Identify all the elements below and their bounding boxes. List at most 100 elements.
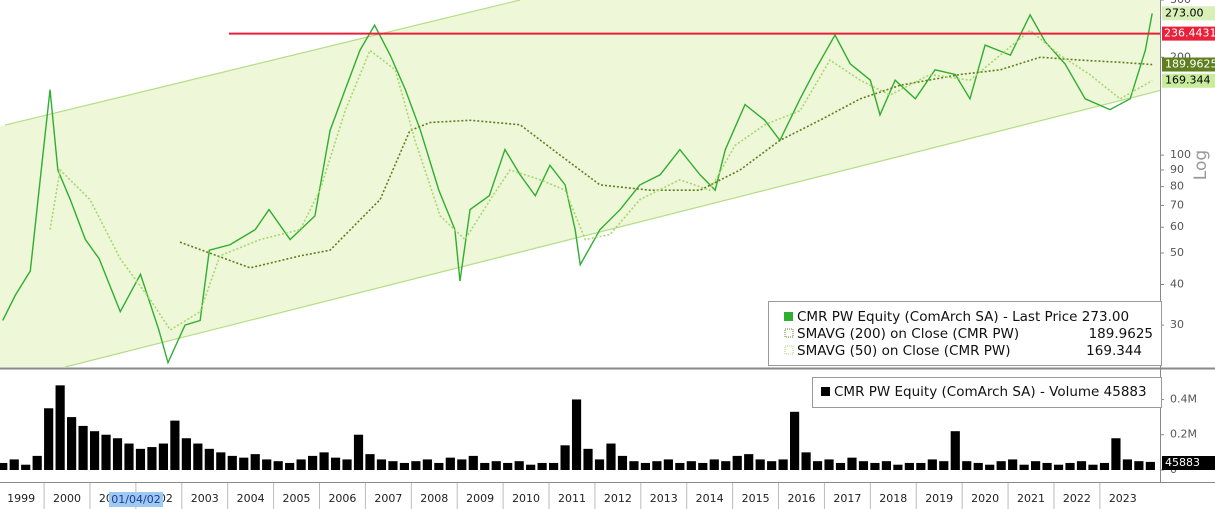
legend-name: CMR PW Equity (ComArch SA) - Last Price [797, 309, 1078, 325]
volume-bar [158, 443, 169, 470]
x-tick-label: 2008 [420, 492, 448, 505]
x-tick-label: 2023 [1109, 492, 1137, 505]
volume-bar [686, 461, 696, 470]
volume-bar [767, 461, 777, 470]
volume-bar [308, 455, 318, 470]
legend-box [768, 301, 1162, 366]
channel-line [65, 89, 1160, 367]
volume-y-tick-label: 0.2M [1170, 428, 1197, 441]
volume-bar [721, 461, 731, 470]
x-tick-label: 2019 [925, 492, 953, 505]
volume-bar [1111, 438, 1121, 470]
volume-bar [881, 461, 892, 470]
volume-bar [101, 434, 111, 470]
x-tick-label: 2017 [833, 492, 861, 505]
moving-average-line [49, 29, 1153, 331]
volume-bar [560, 445, 570, 470]
volume-bar [1065, 462, 1075, 470]
volume-bar [0, 462, 8, 470]
hline-flag-label: 236.4431 [1164, 27, 1215, 40]
volume-bar [480, 462, 490, 470]
volume-bar [514, 461, 524, 470]
y-tick-label: 90 [1170, 163, 1184, 176]
volume-bar [962, 461, 972, 470]
volume-bar [1145, 461, 1155, 470]
volume-bar [732, 455, 742, 470]
volume-bar [698, 462, 708, 470]
volume-bar [89, 431, 100, 470]
volume-bar [927, 459, 937, 470]
last-value-flag-label: 273.00 [1165, 6, 1204, 19]
price-panel [0, 0, 1160, 367]
volume-bar [353, 434, 364, 470]
crosshair-box [109, 492, 163, 507]
volume-bar [790, 411, 800, 470]
volume-bar [491, 461, 501, 470]
x-tick-label: 2012 [604, 492, 632, 505]
volume-bar [916, 462, 926, 470]
volume-bar [675, 462, 685, 470]
volume-bar [204, 448, 214, 470]
legend-value: 169.344 [1086, 343, 1142, 359]
volume-bar [801, 452, 811, 470]
volume-bar [388, 461, 398, 470]
volume-bar [858, 461, 869, 470]
volume-bar [1019, 464, 1029, 470]
legend-value: 189.9625 [1089, 326, 1153, 342]
x-tick-label: 2018 [879, 492, 907, 505]
volume-bar [44, 408, 54, 470]
volume-bar [135, 448, 146, 470]
volume-bar [376, 459, 387, 470]
volume-bar [21, 464, 31, 470]
volume-bar [285, 462, 295, 470]
y-tick-label: 100 [1170, 148, 1191, 161]
volume-bar [422, 459, 432, 470]
volume-bar [617, 455, 628, 470]
x-tick-label: 2003 [191, 492, 219, 505]
volume-flag-label: 45883 [1165, 456, 1200, 469]
legend-swatch [784, 345, 794, 355]
volume-bar [904, 462, 914, 470]
volume-bar [399, 462, 410, 470]
last-value-flag [1162, 6, 1215, 21]
x-tick-label: 2016 [787, 492, 815, 505]
legend-entry: SMAVG (50) on Close (CMR PW) [797, 343, 1011, 359]
x-tick-label: 2007 [374, 492, 402, 505]
x-tick-label: 2015 [742, 492, 770, 505]
x-tick-label: 2009 [466, 492, 494, 505]
volume-bar [250, 454, 260, 470]
x-tick-label: 2005 [283, 492, 311, 505]
volume-bar [640, 462, 651, 470]
volume-bar [457, 459, 467, 470]
volume-bar [273, 461, 283, 470]
legend-value: 273.00 [1082, 309, 1129, 325]
x-tick-label: 2020 [971, 492, 999, 505]
volume-bar [112, 438, 123, 470]
channel-fill [0, 0, 1160, 367]
last-value-flag-label: 189.9625 [1165, 58, 1215, 71]
volume-bar [973, 462, 983, 470]
volume-bar [663, 459, 673, 470]
x-tick-label: 2013 [650, 492, 678, 505]
volume-bar [124, 443, 134, 470]
y-tick-label: 80 [1170, 180, 1184, 193]
volume-bar [227, 455, 237, 470]
volume-bar [1122, 459, 1132, 470]
volume-bar [216, 452, 226, 470]
volume-bar [468, 455, 478, 470]
volume-bar [652, 461, 662, 470]
legend-entry: SMAVG (200) on Close (CMR PW) [797, 326, 1019, 342]
volume-bar [847, 457, 857, 470]
volume-y-tick-label: 0.4M [1170, 392, 1197, 405]
volume-bar [1134, 461, 1144, 470]
volume-flag [1162, 456, 1215, 470]
volume-bar [549, 462, 559, 470]
volume-bar [606, 443, 616, 470]
volume-bar [55, 385, 65, 470]
volume-bar [1053, 464, 1064, 470]
volume-bar [996, 461, 1006, 470]
volume-bar [319, 452, 329, 470]
volume-bar [503, 462, 513, 470]
